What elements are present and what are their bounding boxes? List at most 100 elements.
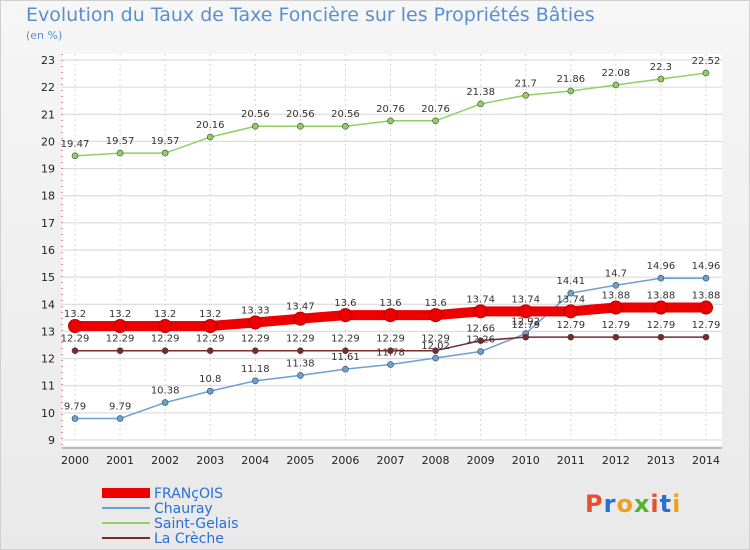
- data-label: 12.29: [376, 334, 405, 345]
- data-label: 13.2: [199, 309, 221, 320]
- data-label: 12.79: [602, 320, 631, 331]
- data-label: 14.41: [556, 276, 585, 287]
- x-tick-label: 2008: [422, 454, 450, 467]
- data-point: [338, 308, 353, 323]
- data-point: [387, 347, 394, 355]
- x-tick-label: 2002: [151, 454, 179, 467]
- y-tick-label: 21: [41, 108, 55, 121]
- data-label: 12.29: [421, 334, 450, 345]
- data-point: [206, 387, 214, 395]
- y-tick-label: 13: [41, 325, 55, 338]
- data-point: [116, 415, 124, 422]
- data-point: [342, 347, 349, 355]
- data-label: 14.96: [692, 261, 721, 272]
- data-point: [342, 122, 349, 130]
- data-label: 13.2: [109, 309, 131, 320]
- x-tick-label: 2011: [557, 454, 585, 467]
- data-point: [383, 308, 398, 323]
- data-point: [477, 337, 484, 344]
- data-point: [387, 117, 394, 125]
- data-label: 19.57: [151, 136, 180, 147]
- data-label: 20.16: [196, 120, 225, 131]
- data-point: [567, 333, 575, 341]
- data-point: [657, 274, 665, 282]
- data-label: 13.88: [602, 291, 631, 302]
- y-tick-label: 14: [41, 298, 55, 311]
- x-tick-label: 2006: [331, 454, 359, 467]
- y-tick-label: 12: [41, 353, 55, 366]
- x-tick-label: 2003: [196, 454, 224, 467]
- data-label: 20.76: [376, 104, 405, 115]
- x-tick-label: 2012: [602, 454, 630, 467]
- x-tick-label: 2000: [61, 454, 89, 467]
- y-tick-label: 9: [48, 434, 55, 447]
- x-tick-label: 2013: [647, 454, 675, 467]
- data-point: [68, 319, 82, 333]
- data-label: 11.18: [241, 364, 270, 375]
- data-label: 13.88: [692, 291, 721, 302]
- data-label: 20.76: [421, 104, 450, 115]
- data-point: [522, 333, 530, 341]
- data-label: 13.2: [64, 309, 86, 320]
- data-label: 20.56: [331, 109, 360, 120]
- y-tick-label: 23: [41, 54, 55, 67]
- data-point: [206, 347, 214, 355]
- data-point: [432, 347, 439, 355]
- data-label: 12.29: [241, 334, 270, 345]
- logo-letter: i: [650, 490, 660, 518]
- data-label: 10.8: [199, 374, 221, 385]
- data-label: 9.79: [64, 402, 86, 413]
- data-point: [567, 87, 575, 95]
- data-label: 12.79: [511, 320, 540, 331]
- data-point: [563, 304, 578, 319]
- data-label: 12.79: [647, 320, 676, 331]
- logo-letter: i: [672, 490, 682, 518]
- data-label: 12.92: [511, 317, 540, 328]
- logo-letter: t: [659, 490, 673, 518]
- x-tick-label: 2005: [286, 454, 314, 467]
- data-point: [251, 122, 259, 130]
- y-tick-label: 17: [41, 217, 55, 230]
- data-label: 12.79: [556, 320, 585, 331]
- data-label: 21.38: [466, 87, 495, 98]
- proxiti-logo: Proxiti: [585, 490, 681, 518]
- y-tick-label: 10: [41, 407, 55, 420]
- legend-label: FRANçOIS: [154, 486, 223, 502]
- data-point: [473, 304, 488, 319]
- data-point: [203, 319, 218, 333]
- data-point: [387, 361, 394, 368]
- y-tick-label: 19: [41, 163, 55, 176]
- data-label: 12.29: [286, 334, 315, 345]
- data-point: [206, 133, 214, 141]
- data-point: [293, 311, 308, 326]
- data-point: [116, 347, 124, 355]
- y-tick-label: 22: [41, 81, 55, 94]
- data-point: [477, 100, 484, 108]
- data-point: [567, 289, 575, 297]
- data-label: 13.33: [241, 305, 270, 316]
- data-point: [657, 333, 665, 341]
- logo-letter: x: [633, 490, 651, 518]
- data-point: [297, 122, 304, 130]
- data-point: [71, 347, 79, 355]
- data-label: 22.3: [650, 62, 672, 73]
- x-tick-label: 2001: [106, 454, 134, 467]
- x-tick-label: 2010: [512, 454, 540, 467]
- data-point: [297, 372, 304, 379]
- data-point: [612, 81, 620, 89]
- data-point: [702, 69, 710, 77]
- data-point: [477, 348, 484, 355]
- x-tick-label: 2009: [467, 454, 495, 467]
- data-point: [71, 152, 79, 160]
- x-tick-label: 2014: [692, 454, 720, 467]
- data-label: 12.26: [466, 335, 495, 346]
- data-point: [702, 274, 710, 282]
- data-point: [699, 300, 713, 315]
- logo-letter: P: [585, 490, 604, 518]
- legend-label: La Crèche: [154, 531, 224, 547]
- data-point: [432, 117, 439, 125]
- data-point: [522, 91, 530, 99]
- data-label: 12.29: [61, 334, 90, 345]
- data-label: 10.38: [151, 386, 180, 397]
